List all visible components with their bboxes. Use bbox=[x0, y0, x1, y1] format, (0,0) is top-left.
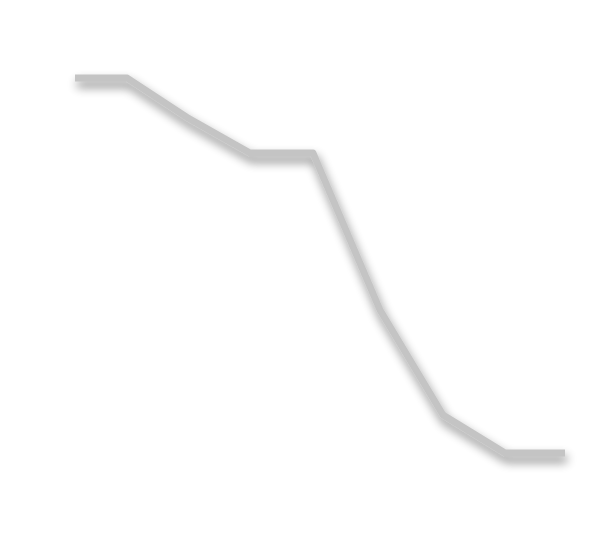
trend-polyline bbox=[75, 74, 565, 457]
